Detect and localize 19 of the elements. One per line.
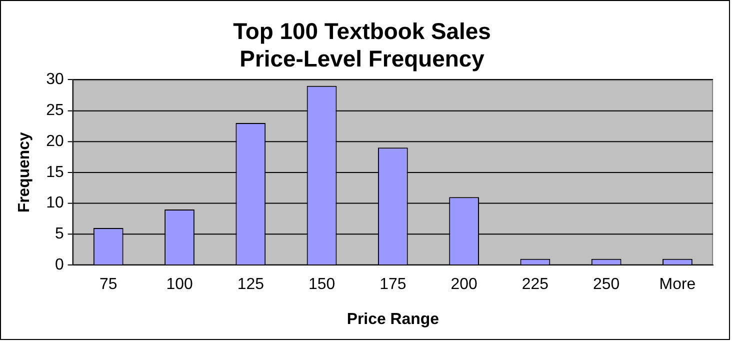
x-tick-label: 225 [522, 276, 549, 293]
x-tick-label: 75 [99, 276, 118, 293]
y-tick-label: 5 [54, 226, 64, 243]
y-tick-label: 30 [46, 71, 64, 88]
y-tick-label: 0 [54, 256, 64, 274]
x-axis-title: Price Range [346, 310, 440, 328]
x-tick-label: More [659, 276, 696, 293]
chart-title: Top 100 Textbook Sales Price-Level Frequency [233, 18, 491, 72]
y-tick-label: 15 [46, 164, 64, 181]
x-tick-label: 200 [450, 276, 478, 293]
y-tick-label: 10 [46, 194, 64, 212]
x-tick-label: 125 [237, 276, 264, 293]
x-tick-label: 250 [593, 276, 620, 293]
y-tick-label: 20 [46, 132, 64, 150]
x-tick-label: 150 [308, 276, 336, 293]
x-tick-label: 100 [166, 276, 193, 293]
y-axis-title: Frequency [16, 132, 33, 213]
y-tick-label: 25 [46, 102, 64, 119]
x-tick-label: 175 [380, 276, 406, 293]
